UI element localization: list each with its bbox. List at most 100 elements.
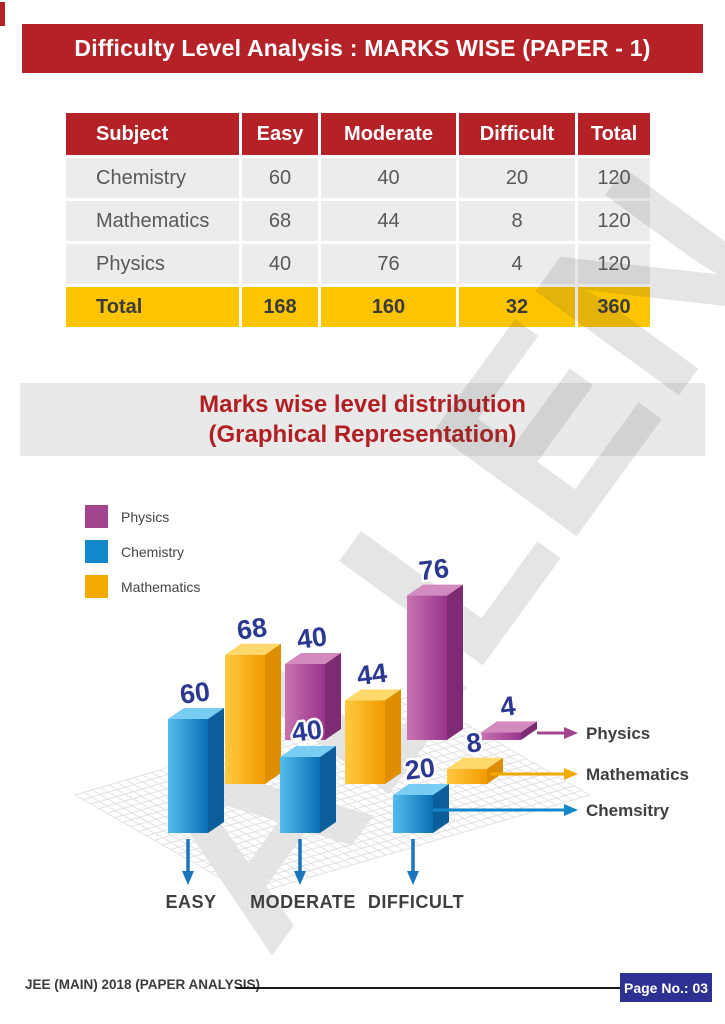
chemistry-swatch-icon (85, 540, 108, 563)
bar-top-face (407, 584, 463, 596)
section-title-line2: (Graphical Representation) (208, 420, 517, 448)
grid-line (83, 792, 259, 893)
bar-physics-difficult: 4 (481, 688, 537, 740)
bar-side-face (208, 708, 224, 833)
bar-front-face (393, 795, 433, 833)
table-row-chemistry: Chemistry 60 40 20 120 (66, 158, 650, 198)
bar-top-face (481, 721, 537, 733)
cell-value: 120 (578, 158, 650, 198)
category-label: DIFFICULT (368, 892, 464, 912)
bar-physics-easy: 40 (285, 619, 341, 740)
bar-front-face (345, 700, 385, 784)
physics-swatch-icon (85, 505, 108, 528)
cell-total-value: 32 (459, 287, 575, 327)
cell-total-value: 360 (578, 287, 650, 327)
cell-value: 44 (321, 201, 456, 241)
table-row-physics: Physics 40 76 4 120 (66, 244, 650, 284)
bar-front-face (168, 719, 208, 833)
bar-front-face (447, 768, 487, 784)
section-title-band: Marks wise level distribution (Graphical… (20, 383, 705, 456)
bar-chemistry-difficult: 20 (393, 750, 449, 833)
bar-top-face (345, 689, 401, 701)
category-arrow-head (407, 871, 419, 885)
section-title-line1: Marks wise level distribution (199, 390, 526, 418)
cell-value: 8 (459, 201, 575, 241)
bar-front-face (407, 595, 447, 740)
cell-value: 120 (578, 201, 650, 241)
bar-chart-3d: 40 76 4 68 44 8 60 40 20 EASY MODERATE DIFFICULT Phy… (74, 550, 689, 912)
cell-total-label: Total (66, 287, 239, 327)
grid-line (100, 787, 276, 888)
cell-value: 60 (242, 158, 318, 198)
bar-front-face (481, 732, 521, 740)
footer-left-text: JEE (MAIN) 2018 (PAPER ANALYSIS) (25, 977, 261, 992)
cell-total-value: 168 (242, 287, 318, 327)
bar-value-label: 40 (290, 714, 323, 747)
series-arrow-head (564, 727, 578, 739)
legend-item-mathematics: Mathematics (85, 575, 200, 598)
grid-line (74, 794, 251, 896)
bar-side-face (487, 757, 503, 784)
series-label: Physics (586, 724, 650, 743)
cell-value: 68 (242, 201, 318, 241)
bar-value-label: 60 (178, 676, 211, 709)
bar-physics-moderate: 76 (407, 550, 463, 740)
bar-front-face (280, 757, 320, 833)
bar-top-face (447, 757, 503, 769)
bar-side-face (265, 643, 281, 784)
bar-value-label: 76 (417, 553, 450, 586)
series-label: Chemsitry (586, 801, 670, 820)
category-arrow-head (182, 871, 194, 885)
grid-line (372, 707, 548, 808)
bar-side-face (447, 584, 463, 740)
bar-side-face (385, 689, 401, 784)
cell-value: 20 (459, 158, 575, 198)
chart-legend: Physics Chemistry Mathematics (85, 505, 200, 610)
bar-side-face (320, 746, 336, 833)
cell-value: 120 (578, 244, 650, 284)
bar-top-face (225, 643, 281, 655)
page-corner-mark (0, 2, 5, 26)
bar-top-face (285, 653, 341, 664)
page-title: Difficulty Level Analysis : MARKS WISE (… (74, 35, 651, 61)
grid-line (125, 779, 302, 881)
cell-value: 40 (321, 158, 456, 198)
series-arrow-head (564, 768, 578, 780)
bar-top-face (280, 746, 336, 757)
grid-line (108, 784, 285, 886)
category-arrow-head (294, 871, 306, 885)
footer-rule (236, 987, 620, 989)
cell-subject: Chemistry (66, 158, 239, 198)
grid-line (134, 777, 310, 878)
bar-chemistry-easy: 60 (168, 674, 224, 833)
grid-line (312, 724, 489, 826)
bar-value-label: 44 (355, 658, 388, 691)
table-total-row: Total 168 160 32 360 (66, 287, 650, 327)
bar-top-face (168, 708, 224, 719)
bar-front-face (285, 664, 325, 740)
cell-total-value: 160 (321, 287, 456, 327)
mathematics-swatch-icon (85, 575, 108, 598)
legend-item-chemistry: Chemistry (85, 540, 200, 563)
grid-line (91, 789, 268, 891)
cell-value: 4 (459, 244, 575, 284)
bar-value-label: 40 (295, 621, 328, 654)
bar-front-face (225, 654, 265, 784)
bar-top-face (393, 784, 449, 795)
col-header-easy: Easy (242, 113, 318, 155)
bar-mathematics-easy: 68 (225, 610, 281, 784)
marks-table: Subject Easy Moderate Difficult Total Ch… (63, 110, 653, 330)
category-label: MODERATE (250, 892, 356, 912)
bar-mathematics-difficult: 8 (447, 725, 503, 784)
page-number-badge: Page No.: 03 (620, 973, 712, 1002)
bar-value-label: 4 (499, 691, 518, 723)
bar-mathematics-moderate: 44 (345, 655, 401, 784)
cell-subject: Physics (66, 244, 239, 284)
page-title-band: Difficulty Level Analysis : MARKS WISE (… (22, 24, 703, 73)
bar-value-label: 68 (235, 612, 268, 645)
col-header-total: Total (578, 113, 650, 155)
series-label: Mathematics (586, 765, 689, 784)
col-header-subject: Subject (66, 113, 239, 155)
bar-chemistry-moderate: 40 (280, 712, 336, 833)
